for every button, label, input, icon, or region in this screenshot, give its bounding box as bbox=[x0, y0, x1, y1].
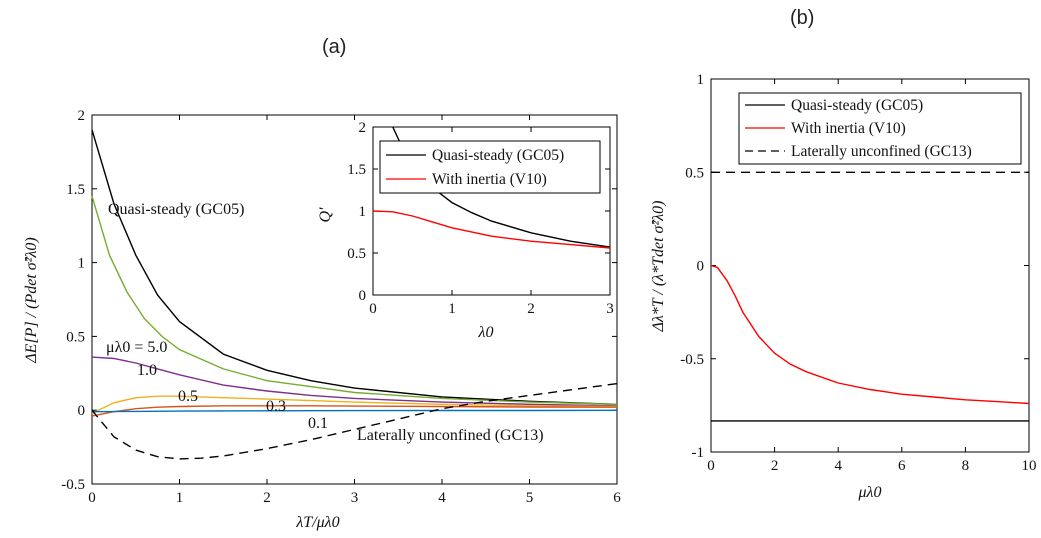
panel-a-ytick-label: 0.5 bbox=[66, 329, 85, 345]
inset-legend-box bbox=[379, 140, 601, 194]
panel-b-ticks: 0 2 4 6 8 10 -1 -0.5 0 0.5 1 bbox=[680, 72, 1036, 474]
panel-a-xtick-label: 2 bbox=[263, 490, 271, 506]
panel-a-ytick-label: 1.5 bbox=[66, 182, 85, 198]
panel-b-label: (b) bbox=[790, 7, 814, 29]
panel-a-series-0-0-1 bbox=[91, 409, 618, 413]
panel-a-series-0-0-3 bbox=[91, 405, 618, 417]
inset-ytick-label: 1.5 bbox=[347, 162, 366, 178]
panel-a-xtick-label: 6 bbox=[613, 490, 621, 506]
inset-xlabel: λ0 bbox=[478, 324, 494, 341]
panel-b-legend-box bbox=[738, 92, 1022, 165]
label-mu-1: 1.0 bbox=[137, 362, 157, 379]
panel-a-xtick-label: 5 bbox=[526, 490, 534, 506]
label-mu-0-1: 0.1 bbox=[308, 415, 328, 432]
panel-a-xlabel: λT/μλ0 bbox=[295, 514, 339, 531]
panel-a-plot-area bbox=[91, 129, 618, 460]
inset-legend: Quasi-steady (GC05) With inertia (V10) bbox=[379, 140, 601, 194]
panel-b-ytick-label: -1 bbox=[692, 445, 705, 461]
panel-a-ytick-label: 2 bbox=[78, 108, 86, 124]
inset-xtick-label: 3 bbox=[606, 301, 614, 317]
panel-a-xtick-label: 3 bbox=[351, 490, 359, 506]
panel-a-series-laterally-unconfined-gc13 bbox=[91, 382, 618, 460]
panel-a-ylabel: ΔE[P] / (Pdet σ̂²λ0) bbox=[23, 237, 40, 363]
panel-a-xtick-label: 0 bbox=[88, 490, 96, 506]
panel-a-ytick-label: 0 bbox=[78, 403, 86, 419]
panel-a-label: (a) bbox=[322, 36, 346, 58]
inset-ytick-label: 0.5 bbox=[347, 246, 366, 262]
panel-b-legend-with-inertia: With inertia (V10) bbox=[791, 120, 906, 137]
inset-xtick-label: 1 bbox=[448, 301, 456, 317]
inset-ylabel: Q′ bbox=[317, 207, 334, 223]
panel-b-ytick-label: 1 bbox=[697, 72, 705, 88]
inset-legend-quasi-steady: Quasi-steady (GC05) bbox=[432, 147, 564, 164]
panel-b-legend-quasi-steady: Quasi-steady (GC05) bbox=[791, 97, 923, 114]
panel-a-series-0-5-0 bbox=[91, 196, 618, 405]
panel-b-xtick-label: 10 bbox=[1022, 458, 1037, 474]
label-mu-0-3: 0.3 bbox=[266, 398, 286, 415]
panel-a-series-quasi-steady-gc05 bbox=[91, 129, 618, 405]
panel-a-xtick-label: 1 bbox=[176, 490, 184, 506]
inset-ytick-label: 2 bbox=[359, 120, 367, 136]
inset-ytick-label: 0 bbox=[359, 288, 367, 304]
panel-a-series-0-0-5 bbox=[91, 395, 618, 414]
inset-xtick-label: 0 bbox=[369, 301, 377, 317]
label-mu-0-5: 0.5 bbox=[178, 388, 198, 405]
panel-a-series-0-1-0 bbox=[91, 356, 618, 407]
panel-b-ylabel: Δλ*T / (λ*Tdet σ̂²λ0) bbox=[650, 200, 667, 332]
panel-b-xtick-label: 2 bbox=[771, 458, 779, 474]
inset-series-with-inertia-v10 bbox=[373, 210, 610, 249]
panel-b-xlabel: μλ0 bbox=[858, 484, 882, 501]
label-mu-5: μλ0 = 5.0 bbox=[106, 339, 167, 356]
panel-b-legend: Quasi-steady (GC05) With inertia (V10) L… bbox=[738, 92, 1022, 165]
panel-b-ytick-label: 0.5 bbox=[685, 165, 704, 181]
panel-b-xtick-label: 4 bbox=[834, 458, 842, 474]
inset-legend-with-inertia: With inertia (V10) bbox=[432, 171, 547, 188]
panel-b-xtick-label: 6 bbox=[898, 458, 906, 474]
panel-b-plot-area bbox=[710, 171, 1030, 422]
panel-b-ytick-label: 0 bbox=[697, 259, 705, 275]
panel-b-ytick-label: -0.5 bbox=[680, 352, 704, 368]
label-quasi-steady: Quasi-steady (GC05) bbox=[108, 201, 244, 218]
panel-a-ytick-label: 1 bbox=[78, 256, 86, 272]
inset-xtick-label: 2 bbox=[527, 301, 535, 317]
panel-b-series-with-inertia-v10 bbox=[710, 264, 1030, 405]
panel-a-xtick-label: 4 bbox=[438, 490, 446, 506]
inset-ytick-label: 1 bbox=[359, 204, 367, 220]
panel-b-xtick-label: 0 bbox=[707, 458, 715, 474]
inset-ticks: 0 1 2 3 0 0.5 1 1.5 2 bbox=[347, 120, 614, 317]
label-laterally-unconfined: Laterally unconfined (GC13) bbox=[357, 427, 544, 444]
panel-b-xtick-label: 8 bbox=[962, 458, 970, 474]
panel-b-legend-laterally-unconfined: Laterally unconfined (GC13) bbox=[791, 143, 972, 160]
panel-a-ytick-label: -0.5 bbox=[61, 477, 85, 493]
